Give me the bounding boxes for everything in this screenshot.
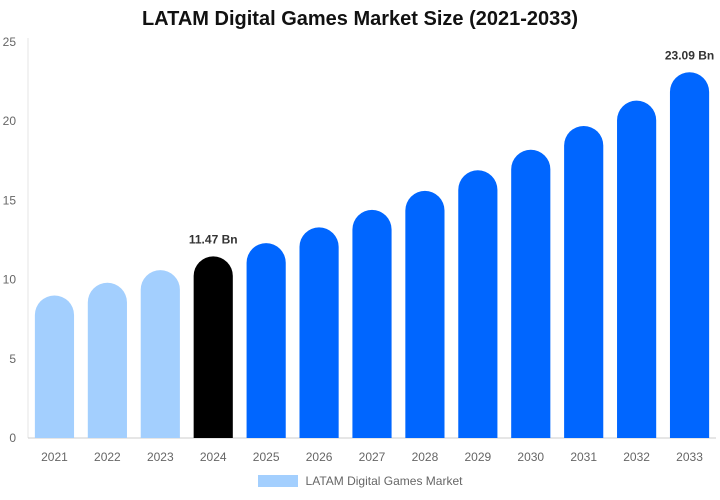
x-tick-label: 2033 bbox=[676, 450, 703, 464]
bar-2029 bbox=[458, 170, 498, 438]
x-tick-label: 2025 bbox=[253, 450, 280, 464]
bar-2023 bbox=[140, 270, 180, 438]
x-tick-label: 2026 bbox=[306, 450, 333, 464]
bar-2033 bbox=[669, 72, 710, 438]
legend-label: LATAM Digital Games Market bbox=[305, 474, 463, 488]
legend-swatch bbox=[257, 475, 298, 487]
data-label: 23.09 Bn bbox=[665, 48, 714, 62]
bar-2030 bbox=[511, 149, 551, 439]
x-tick-label: 2029 bbox=[464, 450, 491, 464]
y-tick-label: 0 bbox=[9, 431, 16, 445]
y-tick-label: 10 bbox=[3, 273, 17, 287]
bar-2021 bbox=[34, 295, 75, 438]
y-tick-label: 15 bbox=[3, 193, 17, 207]
data-label: 11.47 Bn bbox=[189, 232, 238, 246]
chart-title: LATAM Digital Games Market Size (2021-20… bbox=[141, 8, 579, 30]
x-tick-label: 2022 bbox=[94, 450, 121, 464]
x-tick-label: 2031 bbox=[570, 450, 597, 464]
y-tick-label: 5 bbox=[9, 352, 16, 366]
x-tick-label: 2032 bbox=[623, 450, 650, 464]
bar-2025 bbox=[246, 243, 286, 438]
x-tick-label: 2028 bbox=[412, 450, 439, 464]
x-tick-label: 2023 bbox=[147, 450, 174, 464]
bar-2022 bbox=[87, 282, 127, 438]
bar-2026 bbox=[299, 227, 339, 438]
bar-2027 bbox=[352, 209, 392, 438]
y-tick-label: 25 bbox=[3, 35, 17, 49]
y-tick-label: 20 bbox=[3, 114, 17, 128]
bar-2028 bbox=[405, 190, 445, 438]
x-tick-label: 2021 bbox=[41, 450, 68, 464]
legend[interactable]: LATAM Digital Games Market bbox=[0, 474, 720, 488]
x-tick-label: 2027 bbox=[359, 450, 386, 464]
bar-2024 bbox=[193, 256, 233, 438]
x-tick-label: 2030 bbox=[517, 450, 544, 464]
bar-2031 bbox=[564, 125, 604, 438]
x-tick-label: 2024 bbox=[200, 450, 227, 464]
bar-2032 bbox=[617, 100, 657, 438]
